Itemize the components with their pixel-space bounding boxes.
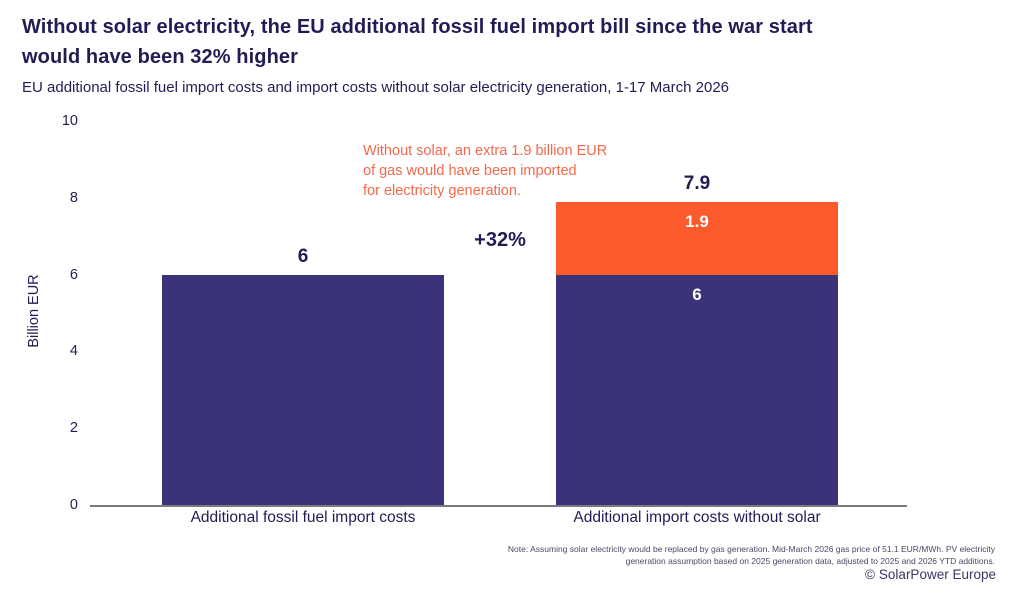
y-tick-label: 0 xyxy=(69,497,78,513)
annotation-line-1: Without solar, an extra 1.9 billion EUR xyxy=(363,143,608,159)
y-tick-label: 10 xyxy=(61,113,78,129)
plot-area: 6 6 1.9 7.9 +32% xyxy=(90,121,907,507)
bar-total-label: 6 xyxy=(297,245,309,267)
bar-import-costs-without-solar: 6 1.9 7.9 xyxy=(556,121,838,505)
footnote-line-2: generation assumption based on 2025 gene… xyxy=(625,556,995,566)
footnote: Note: Assuming solar electricity would b… xyxy=(395,543,995,567)
y-axis-ticks: 0 2 4 6 8 10 xyxy=(40,113,78,513)
y-tick-label: 4 xyxy=(69,343,78,360)
copyright-icon: © xyxy=(864,567,875,582)
title-line-2: would have been 32% higher xyxy=(22,46,298,68)
bar-segment-extra-gas: 1.9 xyxy=(556,201,838,275)
copyright-text: SolarPower Europe xyxy=(878,567,996,582)
copyright: © SolarPower Europe xyxy=(865,567,996,582)
footnote-line-1: Note: Assuming solar electricity would b… xyxy=(507,544,995,554)
chart-title: Without solar electricity, the EU additi… xyxy=(22,12,982,72)
chart-subtitle: EU additional fossil fuel import costs a… xyxy=(22,79,729,96)
annotation-line-3: for electricity generation. xyxy=(363,183,521,199)
bar-total-label: 7.9 xyxy=(683,172,711,194)
y-tick-label: 2 xyxy=(69,420,78,437)
bar-segment-fossil xyxy=(162,274,444,505)
title-line-1: Without solar electricity, the EU additi… xyxy=(22,16,813,38)
x-axis-label-without-solar: Additional import costs without solar xyxy=(573,509,821,526)
annotation-text: Without solar, an extra 1.9 billion EUR … xyxy=(363,141,643,201)
segment-value-label: 1.9 xyxy=(685,211,709,231)
segment-value-label: 6 xyxy=(692,284,702,304)
bar-segment-fossil-base: 6 xyxy=(556,274,838,505)
y-tick-label: 6 xyxy=(69,266,78,283)
annotation-line-2: of gas would have been imported xyxy=(363,163,577,179)
bar-fossil-import-costs: 6 xyxy=(162,121,444,505)
y-tick-label: 8 xyxy=(69,189,78,206)
x-axis-label-fossil-costs: Additional fossil fuel import costs xyxy=(190,509,416,526)
growth-percentage-label: +32% xyxy=(474,229,526,251)
